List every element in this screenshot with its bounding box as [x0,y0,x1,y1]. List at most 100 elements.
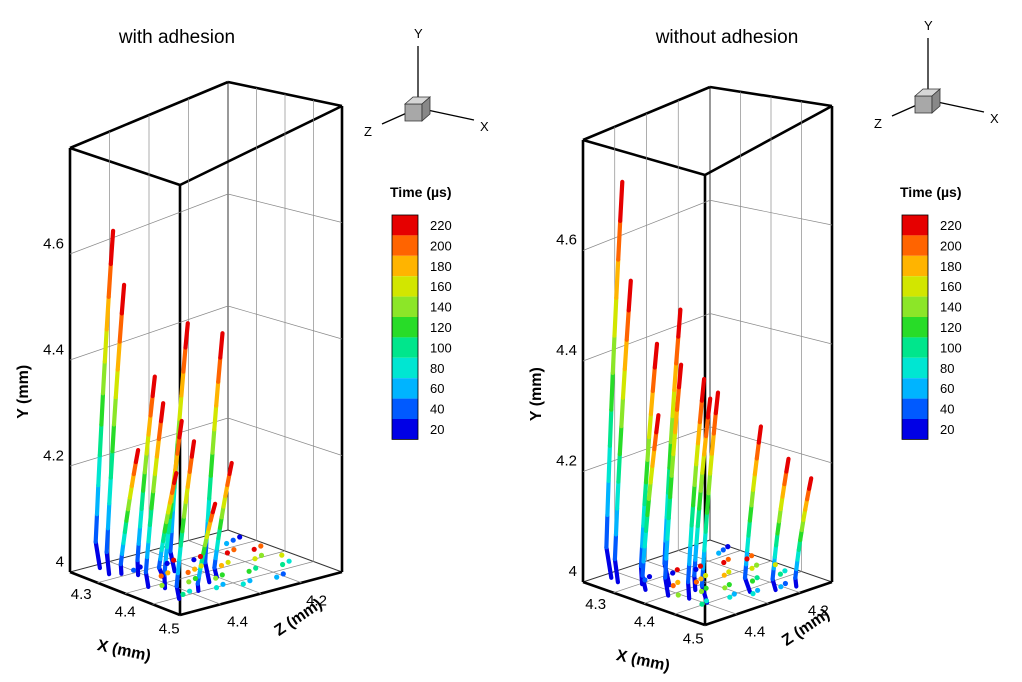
trajectory-segment [93,512,100,544]
trajectory-segment [749,487,756,508]
trajectory-segment [185,469,192,490]
trajectory-segment [612,295,619,338]
trajectory-segment [100,359,107,396]
trajectory-segment [205,496,212,523]
z-ticks: 4.4 4.2 [227,593,327,631]
trajectory-segment [667,473,674,500]
trajectory-segment [713,390,721,416]
trajectory-point [137,564,143,570]
trajectory-point [703,585,709,591]
trajectory-segment [618,179,625,223]
grid-line [582,313,711,362]
trajectory-segment [96,453,102,488]
y-ticks: 4 4.2 4.4 4.6 [556,231,577,580]
legend-title: Time (µs) [390,184,452,200]
trajectory-point [721,572,727,578]
trajectory-point [280,571,286,577]
trajectory-segment [179,369,186,398]
trajectory-segment [664,490,671,520]
trajectory-segment [643,512,650,534]
x-tick-label: 4.3 [585,596,606,613]
triad-cube-front [404,103,423,122]
trajectory-segment [183,321,190,350]
legend: Time (µs) 220 200 180 160 140 120 100 80 60 40 20 [390,184,452,440]
trajectory-segment [676,307,683,339]
z-tick-label: 4.4 [744,624,765,641]
trajectory-segment [709,431,716,456]
trajectory-segment [648,463,655,485]
trajectory-segment [163,545,169,564]
box-edge [582,138,706,177]
legend-swatch [902,378,928,399]
trajectory-point [192,575,198,582]
trajectory-segment [616,452,622,484]
trajectory-segment [693,540,699,562]
trajectory-segment [216,355,223,384]
trajectory-segment [638,544,645,569]
orientation-triad: Y X Z [874,18,999,131]
trajectory-segment [750,472,758,492]
trajectory-point [703,598,710,604]
legend-label: 80 [940,361,954,376]
trajectory-segment [742,562,749,581]
trajectory-point [755,587,761,593]
trajectory-segment [177,543,183,562]
trajectory-segment [181,345,188,374]
trajectory-point [749,553,755,559]
legend-label: 120 [430,320,452,335]
trajectory-point [750,591,756,597]
trajectory-segment [146,413,153,437]
trajectory-point [754,562,760,568]
trajectory-segment [704,491,711,515]
trajectory-segment [110,422,117,454]
trajectory-point [675,592,681,598]
trajectory-point [220,581,226,587]
legend-label: 140 [940,300,962,315]
trajectory-segment [172,471,179,486]
trajectory-segment [695,420,703,446]
trajectory-segment [214,379,221,408]
legend-swatch [392,235,418,256]
grid-line [674,571,802,615]
trajectory-segment [612,557,621,585]
trajectory-segment [212,403,219,432]
trajectory-point [725,544,731,550]
y-tick-label: 4.4 [556,342,577,359]
trajectory-point [213,585,220,591]
triad-z-label: Z [364,124,372,139]
legend-label: 40 [940,402,954,417]
trajectory-point [258,552,265,559]
trajectory-point [726,569,732,575]
z-tick-label: 4.4 [227,614,248,631]
trajectories [93,228,292,602]
y-axis-label: Y (mm) [15,365,32,419]
trajectory-point [670,583,676,589]
trajectory-segment [152,454,159,477]
trajectory-segment [664,536,670,561]
x-axis-label: X (mm) [615,647,672,675]
trajectory-segment [115,339,122,372]
trajectory-point [230,537,236,543]
trajectory-segment [143,570,151,590]
trajectory-segment [147,506,154,528]
trajectory-point [731,591,737,597]
trajectory-segment [614,257,621,300]
trajectory-point [231,547,237,553]
trajectory [685,376,707,601]
grid-line [69,305,229,361]
trajectory-point [286,558,292,564]
trajectory-segment [610,333,617,376]
trajectory-segment [108,228,116,267]
trajectory-point [754,575,760,581]
trajectory-segment [145,539,151,560]
legend-swatch [902,398,928,419]
trajectory-point [726,582,732,588]
trajectory [604,179,625,580]
trajectory-segment [604,512,610,550]
trajectory-segment [174,583,182,602]
trajectory-segment [674,334,681,366]
trajectory-point [699,601,705,607]
trajectory-segment [612,532,619,562]
trajectory-point [782,580,789,587]
trajectory-point [279,552,285,558]
